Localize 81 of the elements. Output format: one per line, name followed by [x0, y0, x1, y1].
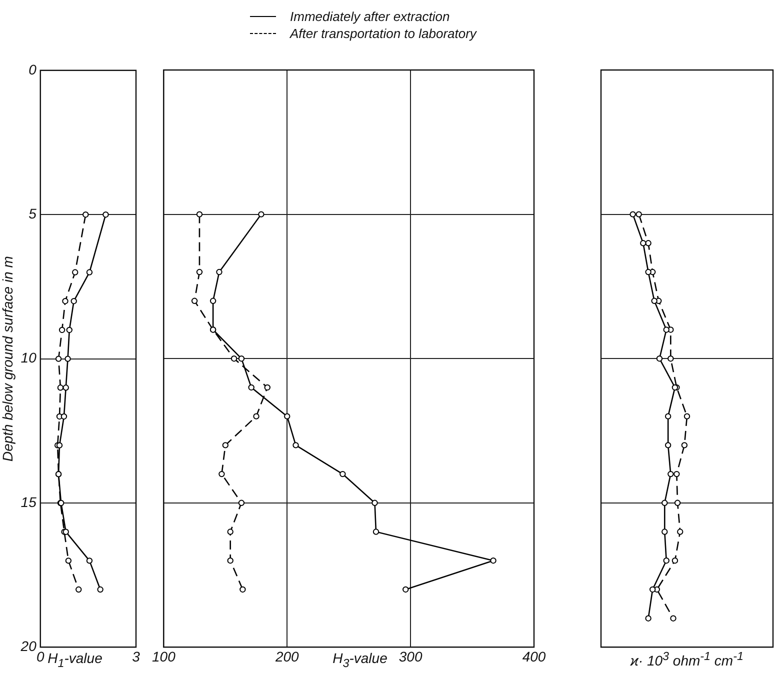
point — [86, 558, 93, 564]
x-axis-title: H$_{1}$-value — [48, 650, 102, 670]
y-axis-title: Depth below ground surface in m — [0, 256, 16, 462]
point — [82, 212, 89, 218]
point — [58, 326, 66, 334]
point — [677, 528, 684, 535]
y-tick-label: 15 — [20, 494, 37, 510]
point — [222, 442, 228, 448]
x-axis-title: H$_{3}$-value — [332, 650, 388, 670]
point — [684, 413, 690, 420]
point — [674, 500, 681, 506]
point — [196, 211, 203, 218]
point — [645, 268, 652, 276]
point — [238, 500, 245, 506]
legend-label: Immediately after extraction — [290, 9, 450, 24]
point — [656, 356, 663, 362]
point — [372, 500, 378, 506]
point — [650, 586, 656, 593]
point — [372, 528, 380, 535]
point — [264, 384, 270, 391]
x-axis-title: ϰ· 10$^{3}$ ohm$^{-1}$ cm$^{-1}$ — [629, 650, 744, 669]
point — [240, 586, 246, 593]
point — [664, 442, 672, 448]
point — [651, 298, 658, 304]
point — [65, 558, 72, 564]
point — [66, 326, 72, 334]
x-tick-label: 400 — [522, 648, 546, 664]
point — [253, 413, 260, 420]
x-tick-label: 200 — [274, 648, 300, 664]
point — [248, 384, 254, 391]
point — [230, 356, 238, 362]
point — [340, 470, 346, 478]
point — [238, 356, 245, 362]
legend-label: After transportation to laboratory — [290, 26, 476, 41]
point — [57, 384, 64, 391]
point — [645, 615, 652, 622]
point — [191, 298, 198, 304]
point — [227, 528, 234, 535]
point — [490, 558, 496, 564]
point — [216, 268, 222, 276]
point — [62, 384, 69, 391]
point — [664, 413, 672, 420]
point — [670, 615, 676, 622]
point — [76, 586, 82, 593]
point — [681, 442, 688, 448]
point — [662, 528, 668, 535]
y-tick-label: 0 — [28, 61, 37, 78]
point — [672, 558, 678, 564]
point — [55, 356, 62, 362]
point — [86, 269, 93, 276]
point — [640, 240, 646, 246]
point — [72, 269, 78, 276]
y-tick-label: 20 — [20, 638, 37, 654]
y-tick-label: 10 — [20, 350, 37, 366]
point — [668, 356, 674, 362]
point — [62, 298, 68, 304]
point — [402, 586, 409, 593]
point — [218, 470, 225, 478]
x-tick-label: 100 — [152, 648, 176, 664]
point — [97, 586, 104, 593]
point — [258, 211, 264, 218]
point — [284, 413, 290, 420]
point — [662, 500, 668, 506]
point — [663, 326, 670, 333]
point — [636, 211, 642, 218]
point — [674, 470, 680, 478]
point — [227, 558, 234, 564]
point — [102, 212, 109, 218]
point — [663, 558, 670, 564]
point — [64, 356, 71, 362]
y-tick-label: 5 — [28, 205, 37, 222]
point — [70, 298, 77, 304]
point — [292, 442, 299, 448]
point — [60, 413, 68, 420]
x-tick-label: 3 — [132, 648, 140, 664]
point — [668, 470, 674, 478]
point — [630, 211, 636, 218]
point — [645, 240, 652, 246]
x-tick-label: 300 — [398, 648, 422, 664]
point — [210, 298, 216, 304]
point — [196, 268, 203, 276]
